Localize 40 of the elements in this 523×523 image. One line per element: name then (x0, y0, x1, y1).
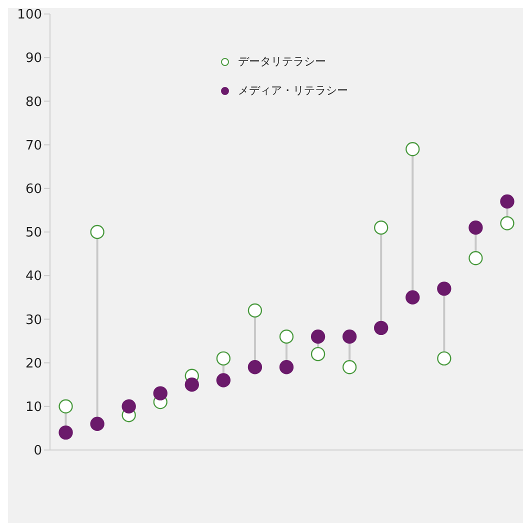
y-tick-label: 10 (25, 400, 42, 416)
point (279, 330, 294, 344)
point (500, 194, 514, 209)
point (374, 220, 388, 235)
y-tick-label: 40 (25, 269, 42, 284)
y-tick-label: 90 (25, 51, 42, 66)
point (90, 416, 104, 431)
point (90, 224, 104, 240)
point (406, 142, 420, 156)
point (310, 346, 326, 362)
point (374, 320, 388, 336)
y-tick-label: 30 (25, 312, 42, 328)
y-tick-label: 60 (25, 182, 42, 198)
point (342, 330, 357, 344)
point (58, 425, 73, 440)
y-tick-label: 50 (25, 226, 42, 241)
point (216, 373, 231, 388)
point (122, 399, 136, 414)
y-tick-label: 20 (25, 356, 42, 372)
point (342, 360, 357, 374)
point (279, 360, 294, 374)
y-tick-label: 100 (17, 8, 42, 23)
point (437, 351, 452, 366)
point (310, 330, 326, 344)
point (468, 251, 483, 266)
point (153, 386, 168, 400)
legend-label: データリテラシー (238, 54, 326, 69)
point (248, 303, 262, 318)
point (406, 290, 420, 304)
point (184, 378, 199, 392)
point (468, 220, 483, 235)
point (500, 216, 514, 230)
legend-label: メディア・リテラシー (238, 83, 348, 98)
y-tick-label: 80 (25, 94, 42, 110)
point (58, 399, 73, 414)
point (248, 360, 262, 374)
point (216, 351, 231, 366)
y-tick-label: 0 (34, 444, 42, 459)
point (437, 282, 452, 296)
y-tick-label: 70 (25, 138, 42, 154)
